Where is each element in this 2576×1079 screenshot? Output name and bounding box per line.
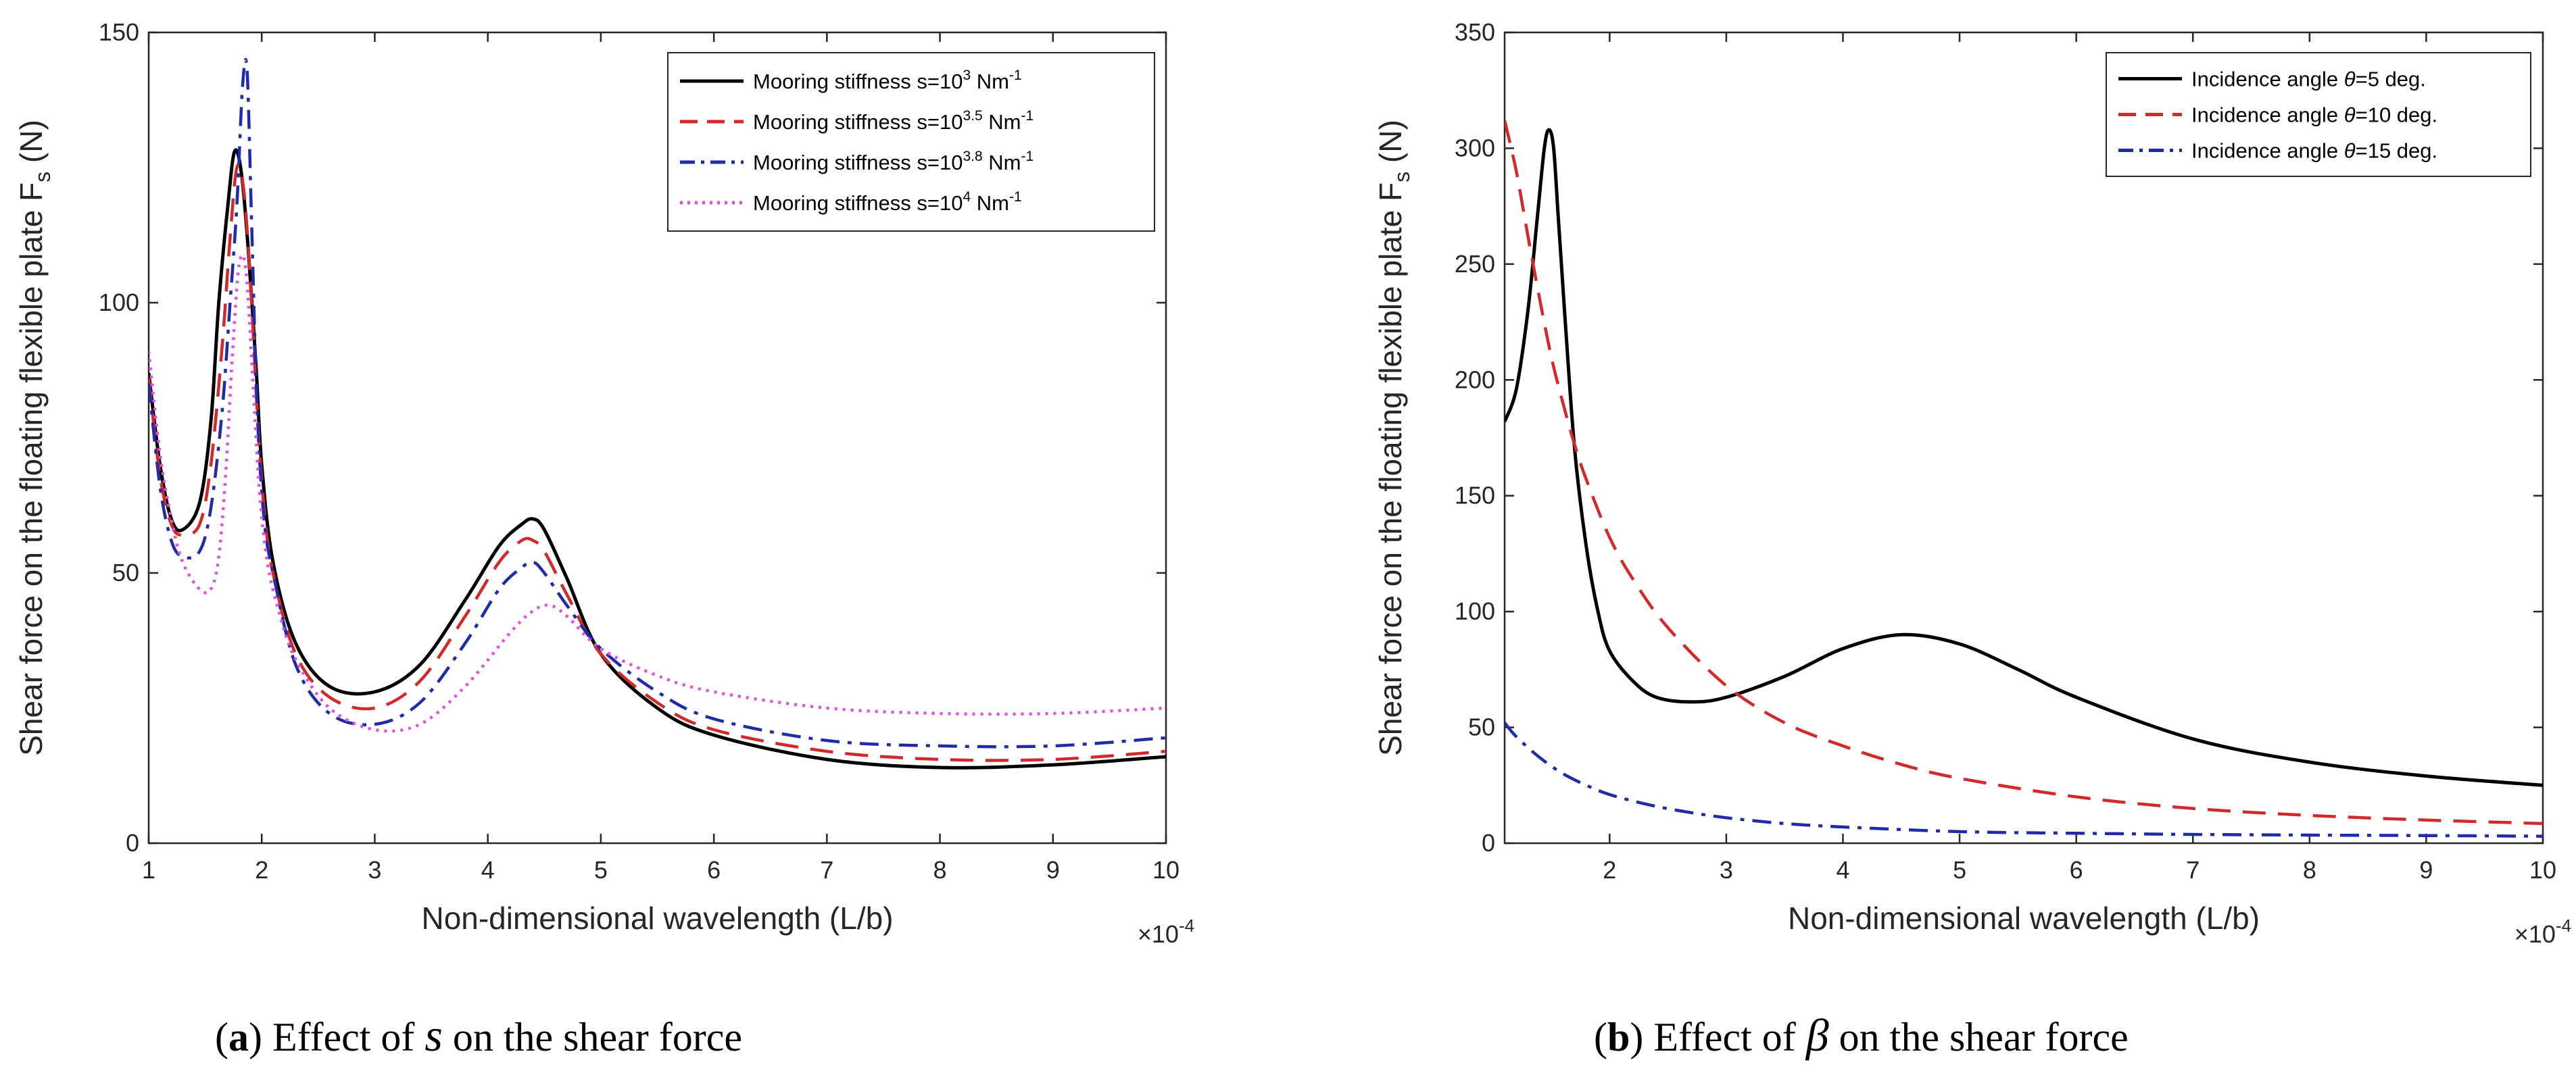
x-axis-multiplier: ×10-4 [1138, 915, 1194, 948]
x-axis-multiplier: ×10-4 [2514, 915, 2571, 948]
y-tick-label: 100 [1455, 597, 1495, 625]
x-tick-label: 3 [1720, 856, 1733, 884]
x-tick-label: 6 [707, 856, 721, 884]
y-tick-label: 200 [1455, 366, 1495, 393]
legend-entry: Incidence angle θ=15 deg. [2191, 139, 2437, 163]
x-tick-label: 10 [2529, 856, 2556, 884]
legend-entry: Mooring stiffness s=103.8 Nm-1 [753, 149, 1034, 174]
y-tick-label: 50 [112, 559, 139, 586]
x-tick-label: 8 [2303, 856, 2316, 884]
y-tick-label: 100 [99, 288, 139, 316]
figure-caption-a: (a) Effect of s on the shear force [215, 1009, 742, 1061]
y-tick-label: 350 [1455, 18, 1495, 46]
series-line-b-2 [1505, 120, 2543, 826]
series-line-a-4 [149, 253, 1166, 733]
legend-entry: Mooring stiffness s=103 Nm-1 [753, 68, 1022, 93]
x-tick-label: 5 [594, 856, 608, 884]
x-tick-label: 4 [1836, 856, 1849, 884]
x-tick-label: 2 [255, 856, 268, 884]
x-tick-label: 7 [2186, 856, 2200, 884]
legend-entry: Incidence angle θ=5 deg. [2191, 68, 2426, 91]
y-tick-label: 150 [1455, 482, 1495, 509]
legend-entry: Mooring stiffness s=103.5 Nm-1 [753, 108, 1034, 134]
x-tick-label: 4 [481, 856, 495, 884]
x-tick-label: 5 [1953, 856, 1966, 884]
x-tick-label: 3 [368, 856, 381, 884]
x-axis-label: Non-dimensional wavelength (L/b) [421, 901, 893, 936]
y-tick-label: 250 [1455, 250, 1495, 278]
x-tick-label: 6 [2070, 856, 2083, 884]
series-line-a-2 [149, 163, 1166, 762]
series-line-a-1 [149, 148, 1166, 770]
x-tick-label: 8 [933, 856, 947, 884]
y-axis-label: Shear force on the floating flexible pla… [1373, 120, 1414, 756]
x-tick-label: 9 [2419, 856, 2433, 884]
x-tick-label: 2 [1603, 856, 1616, 884]
y-axis-label: Shear force on the floating flexible pla… [14, 120, 55, 756]
y-tick-label: 300 [1455, 134, 1495, 161]
y-tick-label: 0 [126, 829, 139, 857]
legend-box-a [667, 52, 1155, 232]
series-line-b-1 [1505, 128, 2543, 787]
x-tick-label: 1 [142, 856, 155, 884]
x-tick-label: 9 [1046, 856, 1060, 884]
y-tick-label: 150 [99, 18, 139, 46]
x-tick-label: 7 [820, 856, 833, 884]
y-tick-label: 50 [1468, 713, 1495, 741]
legend-entry: Incidence angle θ=10 deg. [2191, 103, 2437, 127]
x-axis-label: Non-dimensional wavelength (L/b) [1788, 901, 2260, 936]
y-tick-label: 0 [1482, 829, 1495, 857]
series-line-b-3 [1505, 722, 2543, 838]
legend-entry: Mooring stiffness s=104 Nm-1 [753, 189, 1022, 215]
panel-b: 2 3 4 5 6 7 8 9 10050100150200250300350Incidence… [1373, 18, 2571, 1061]
figure-caption-b: (b) Effect of β on the shear force [1594, 1009, 2129, 1061]
series-line-a-3 [149, 57, 1166, 749]
x-tick-label: 10 [1152, 856, 1180, 884]
